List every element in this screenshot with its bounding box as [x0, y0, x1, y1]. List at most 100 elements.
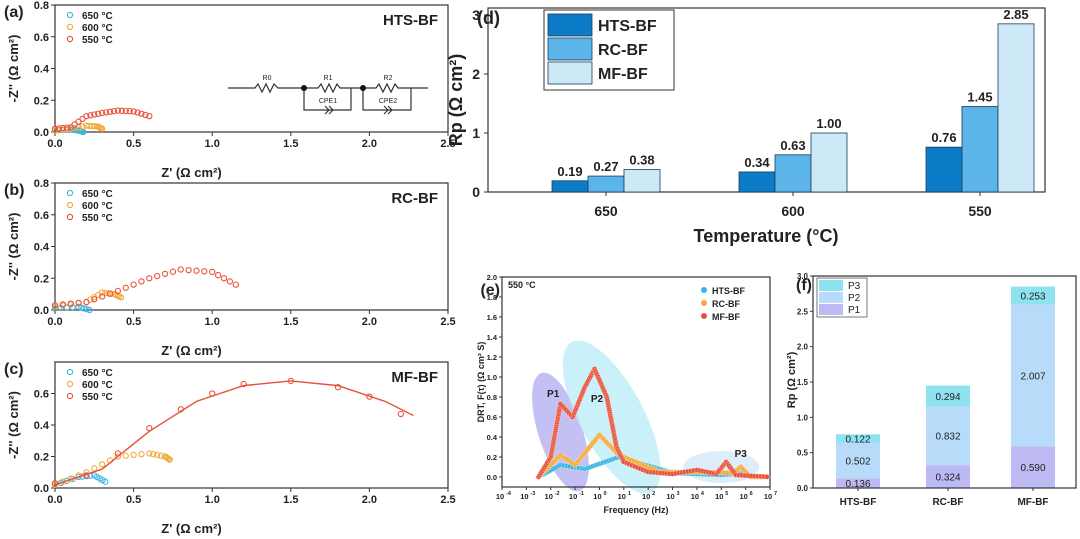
x-tick-exponent: 0 — [603, 491, 606, 497]
x-tick-label: 0.0 — [47, 494, 62, 506]
fit-line — [54, 380, 414, 486]
data-point — [51, 480, 59, 487]
legend-marker — [66, 201, 74, 209]
plot-frame — [54, 361, 449, 489]
data-point — [79, 123, 86, 130]
y-tick-label: 0.0 — [797, 484, 809, 493]
x-tick-label: 2.5 — [440, 316, 455, 328]
x-tick-exponent: 2 — [652, 491, 655, 497]
legend-label: MF-BF — [598, 66, 648, 83]
legend-marker — [66, 213, 74, 221]
legend-label: 550 °C — [82, 213, 113, 224]
data-point — [220, 275, 228, 282]
data-point — [122, 452, 129, 459]
x-tick-label: 0.0 — [47, 316, 62, 328]
data-point — [106, 108, 114, 115]
y-axis-label: Rp (Ω cm²) — [786, 351, 798, 408]
y-tick-label: 0.2 — [487, 453, 497, 462]
data-point — [146, 424, 153, 432]
y-tick-label: 0.0 — [34, 127, 49, 139]
data-point — [55, 125, 63, 132]
y-tick-label: 1.8 — [487, 293, 497, 302]
data-point — [114, 107, 122, 114]
x-tick-label: 0.5 — [126, 138, 141, 150]
legend-marker — [66, 380, 74, 388]
data-point — [59, 124, 67, 132]
x-tick-label: 0.5 — [126, 316, 141, 328]
legend-label: 650 °C — [82, 11, 113, 22]
y-tick-label: 0.6 — [487, 413, 497, 422]
y-tick-label: 0.0 — [487, 473, 497, 482]
y-tick-label: 1 — [472, 125, 480, 141]
y-tick-label: 1.0 — [487, 373, 497, 382]
circuit-label: R1 — [324, 75, 333, 82]
data-point — [71, 124, 78, 132]
data-point — [150, 450, 157, 458]
y-tick-label: 0.2 — [34, 273, 49, 285]
data-point — [87, 112, 94, 119]
plot-frame — [54, 182, 449, 311]
x-tick-label: 10 — [520, 492, 528, 501]
y-axis-label: -Z'' (Ω cm²) — [6, 213, 21, 281]
legend-swatch — [547, 61, 593, 85]
y-tick-label: 2.0 — [487, 273, 497, 282]
data-point — [764, 474, 770, 480]
data-point — [51, 302, 59, 309]
cpe2-symbol — [383, 105, 389, 115]
bar-value-label: 0.19 — [557, 164, 582, 179]
data-point — [91, 465, 98, 472]
panel-label: (c) — [4, 361, 24, 378]
cpe1-symbol — [324, 105, 330, 115]
x-tick-exponent: 3 — [677, 491, 680, 497]
resistor-r0 — [228, 82, 304, 94]
data-point — [99, 125, 106, 132]
x-tick-label: 10 — [496, 492, 504, 501]
legend-box — [816, 277, 868, 318]
data-point — [59, 301, 67, 308]
panel-label: (d) — [477, 8, 500, 28]
x-tick-exponent: -3 — [530, 491, 535, 497]
circuit-label: R0 — [263, 75, 272, 82]
data-point — [63, 124, 70, 131]
legend-marker — [66, 23, 74, 31]
bar — [551, 180, 589, 193]
data-point — [114, 453, 122, 460]
cpe1-symbol — [328, 105, 334, 115]
data-point — [110, 108, 118, 115]
y-axis-label: -Z'' (Ω cm²) — [6, 391, 21, 459]
x-tick-label: 10 — [691, 492, 699, 501]
data-point — [130, 281, 137, 288]
legend-label: RC-BF — [712, 299, 740, 309]
data-point — [177, 406, 184, 413]
data-point — [142, 111, 149, 119]
legend-swatch — [819, 280, 843, 291]
y-tick-label: 1.0 — [797, 413, 809, 422]
data-point — [154, 451, 161, 459]
data-point — [146, 450, 153, 457]
bar-value-label: 0.27 — [593, 159, 618, 174]
bar — [587, 175, 625, 193]
legend-label: HTS-BF — [598, 18, 657, 35]
legend-label: 600 °C — [82, 380, 113, 391]
data-point — [86, 306, 93, 314]
x-tick-label: 10 — [618, 492, 626, 501]
data-point — [80, 305, 88, 312]
y-tick-label: 0 — [472, 184, 480, 200]
stacked-bar-segment — [1011, 286, 1055, 305]
data-point — [177, 266, 184, 273]
data-point — [366, 393, 373, 400]
x-tick-label: 0.5 — [126, 494, 141, 506]
region-label: P3 — [735, 449, 748, 460]
data-point — [226, 278, 234, 285]
node — [360, 85, 366, 91]
y-tick-label: 1.2 — [487, 353, 497, 362]
legend-label: HTS-BF — [712, 286, 745, 296]
data-point — [240, 380, 247, 388]
data-point — [83, 306, 90, 313]
data-point — [397, 410, 404, 418]
data-point — [138, 450, 145, 458]
y-tick-label: 0.0 — [34, 305, 49, 317]
segment-value-label: 2.007 — [1020, 371, 1045, 382]
data-point — [209, 268, 216, 276]
segment-value-label: 0.122 — [845, 435, 870, 446]
